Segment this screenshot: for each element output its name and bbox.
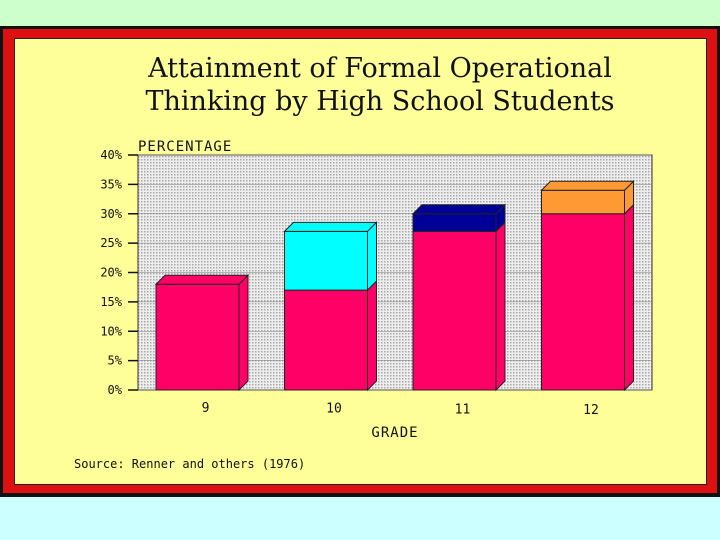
y-tick-label: 25% <box>100 236 122 250</box>
x-axis-title: GRADE <box>371 425 418 441</box>
bar-side <box>495 221 506 392</box>
bars <box>154 180 635 392</box>
y-tick-label: 20% <box>100 266 122 280</box>
y-tick-label: 10% <box>100 324 122 338</box>
bar-segment <box>284 289 368 391</box>
bar-segment <box>284 230 368 291</box>
x-tick-label: 9 <box>202 401 210 416</box>
bar-side <box>624 203 634 392</box>
y-tick-label: 40% <box>100 148 122 162</box>
y-tick-label: 5% <box>108 354 123 368</box>
bar-side <box>238 274 249 392</box>
bar-segment <box>541 213 625 391</box>
y-tick-label: 30% <box>100 207 122 221</box>
bar-side <box>367 279 377 392</box>
y-tick-label: 0% <box>108 383 123 397</box>
y-tick-label: 35% <box>100 177 122 191</box>
bar-top <box>283 221 378 232</box>
bar-side <box>367 221 377 292</box>
source-note: Source: Renner and others (1976) <box>74 457 306 471</box>
bar-top <box>154 274 250 285</box>
y-axis-title: PERCENTAGE <box>138 139 232 155</box>
y-tick-label: 15% <box>100 295 122 309</box>
bar-top <box>411 204 507 215</box>
x-tick-label: 10 <box>326 402 342 417</box>
chart-title: Attainment of Formal Operational Thinkin… <box>145 53 615 117</box>
bottom-band <box>0 497 720 540</box>
bar-top <box>540 180 635 191</box>
bar-segment <box>412 213 497 232</box>
chart-labels: 0% 5% 10% 15% 20% 25% 30% 35% 40% PERCENTAGE 9 10 11… <box>100 139 599 441</box>
x-tick-label: 12 <box>583 403 599 418</box>
x-tick-label: 11 <box>455 402 471 417</box>
bar-segment <box>155 283 240 391</box>
bar-segment <box>412 230 497 391</box>
bar-segment <box>541 189 625 215</box>
